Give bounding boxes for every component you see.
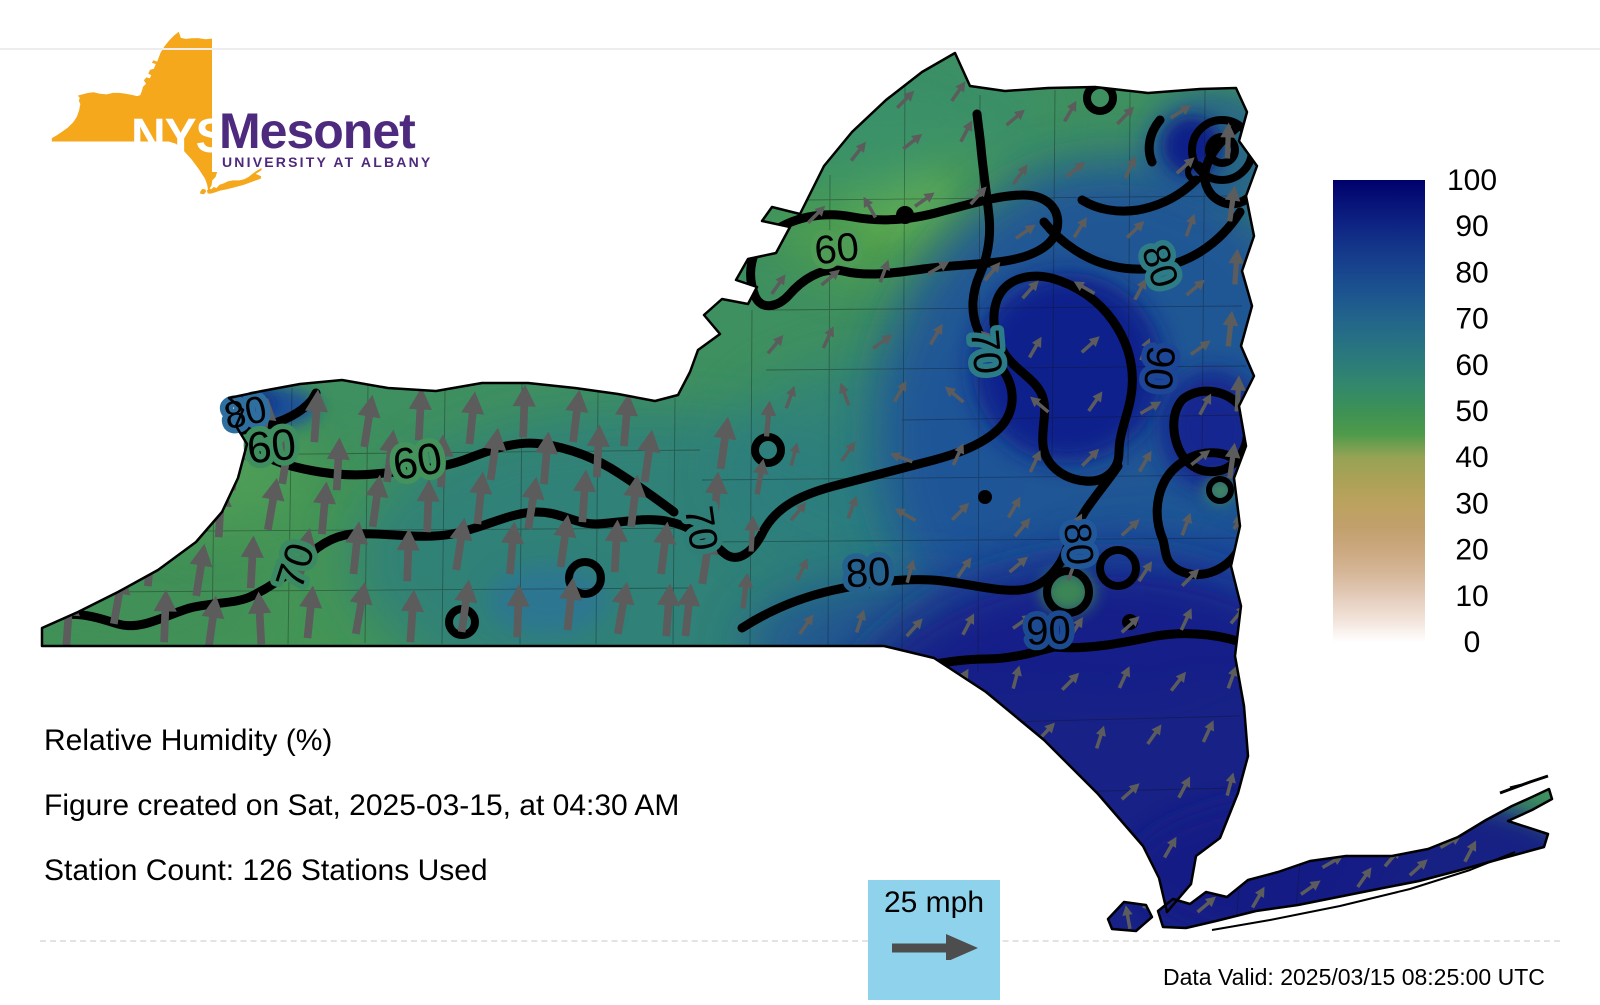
li-barrier-beach — [1211, 851, 1516, 931]
nys-mesonet-logo: NYS Mesonet UNIVERSITY AT ALBANY — [51, 24, 432, 195]
svg-text:60: 60 — [389, 433, 446, 490]
svg-text:60: 60 — [245, 420, 299, 474]
li-sound-islands — [1499, 774, 1549, 795]
logo-brand-text: Mesonet — [219, 103, 416, 159]
data-valid-timestamp: Data Valid: 2025/03/15 08:25:00 UTC — [1163, 964, 1545, 990]
svg-text:40: 40 — [1455, 441, 1488, 474]
svg-text:80: 80 — [1055, 521, 1101, 567]
svg-text:20: 20 — [1455, 534, 1488, 567]
top-divider — [0, 48, 1600, 50]
svg-text:90: 90 — [1455, 210, 1488, 243]
parameter-title: Relative Humidity (%) — [44, 724, 333, 757]
created-timestamp: Figure created on Sat, 2025-03-15, at 04… — [44, 789, 680, 822]
wind-reference-arrow-icon — [892, 934, 978, 962]
svg-text:70: 70 — [676, 503, 726, 553]
svg-text:0: 0 — [1464, 626, 1481, 659]
bottom-gridline — [40, 940, 1560, 942]
svg-text:80: 80 — [1455, 256, 1488, 289]
svg-text:60: 60 — [1455, 349, 1488, 382]
svg-text:30: 30 — [1455, 487, 1488, 520]
logo-nys-text: NYS — [131, 110, 227, 163]
svg-text:100: 100 — [1447, 164, 1497, 197]
svg-text:60: 60 — [812, 225, 861, 273]
logo-separator — [212, 24, 224, 172]
contour-lines — [42, 109, 1259, 673]
svg-text:70: 70 — [1455, 303, 1488, 336]
station-count: Station Count: 126 Stations Used — [44, 854, 488, 887]
svg-text:80: 80 — [844, 550, 891, 597]
svg-text:10: 10 — [1455, 580, 1488, 613]
state-outline — [40, 51, 1554, 933]
closed-contour-rings — [445, 81, 1256, 639]
svg-text:90: 90 — [1026, 608, 1072, 654]
svg-text:70: 70 — [962, 328, 1010, 376]
colorbar-gradient — [1333, 180, 1425, 642]
logo-tagline-text: UNIVERSITY AT ALBANY — [222, 154, 432, 170]
wind-speed-label: 25 mph — [883, 886, 985, 919]
wind-speed-legend: 25 mph — [868, 880, 1000, 1000]
svg-text:90: 90 — [1135, 344, 1183, 392]
svg-text:50: 50 — [1455, 395, 1488, 428]
